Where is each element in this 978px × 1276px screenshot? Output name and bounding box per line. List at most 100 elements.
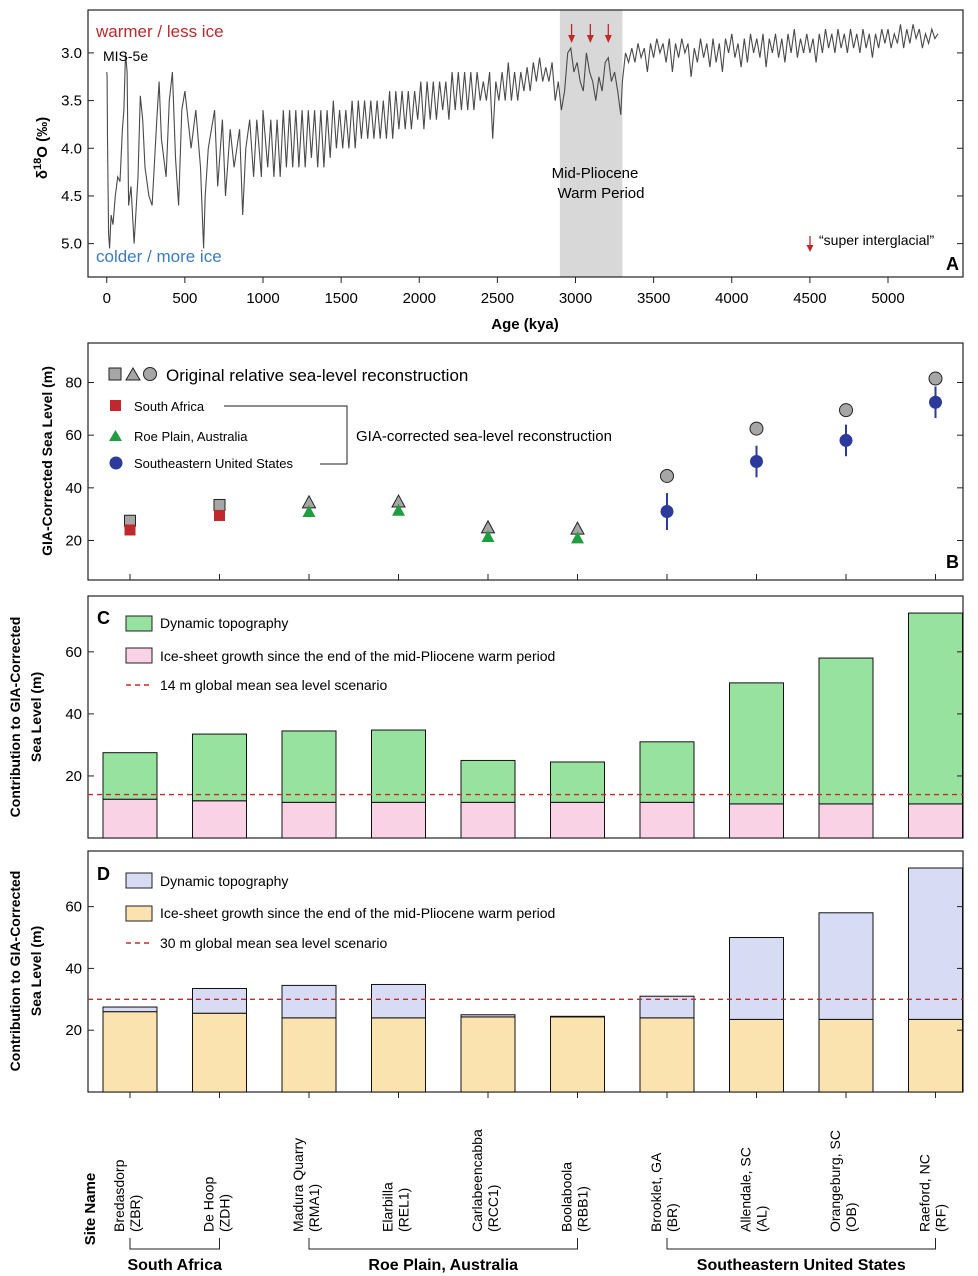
x-tick-label-3000: 3000 — [559, 290, 592, 307]
panel-c-legend-pink-swatch — [125, 647, 153, 664]
c-bar-ice-3 — [371, 801, 426, 839]
legend-south-africa: South Africa — [134, 399, 205, 414]
d-bar-ice-0 — [102, 1011, 158, 1093]
original-point-7 — [749, 421, 764, 436]
d-bar-ice-7 — [729, 1018, 784, 1093]
legend-gray-square-icon — [108, 367, 122, 381]
corrected-point-2 — [302, 505, 316, 518]
site-name-1: De Hoop(ZDH) — [201, 1177, 233, 1232]
b-y-tick-label-80: 80 — [65, 375, 82, 392]
panel-b-y-axis-label: GIA-Corrected Sea Level (m) — [39, 366, 55, 556]
y-tick-label-5.0: 5.0 — [61, 236, 82, 253]
super-interglacial-legend: “super interglacial” — [806, 232, 934, 252]
arrow-head-icon-0 — [568, 35, 576, 43]
legend-arrow-head-icon — [806, 245, 814, 252]
site-name-3: Elarbilla(REL1) — [380, 1182, 412, 1232]
c-bar-dynamic-5 — [550, 761, 605, 803]
arrow-head-icon-2 — [604, 35, 612, 43]
d-bar-ice-8 — [818, 1018, 874, 1093]
panel-d-x-ticks — [129, 1092, 936, 1098]
d-bar-ice-1 — [192, 1012, 247, 1093]
group-bracket-0 — [129, 1238, 220, 1250]
d-bar-ice-3 — [371, 1017, 426, 1093]
b-y-tick-label-20: 20 — [65, 533, 82, 550]
panel-c-legend-ice: Ice-sheet growth since the end of the mi… — [160, 648, 555, 664]
warmer-less-ice-label: warmer / less ice — [95, 22, 224, 41]
original-point-9 — [928, 371, 943, 386]
site-code-6: (BR) — [664, 1203, 680, 1232]
c-bar-dynamic-3 — [371, 729, 426, 803]
x-tick-label-4000: 4000 — [715, 290, 748, 307]
corrected-point-8 — [839, 433, 853, 447]
site-name-7: Allendale, SC(AL) — [738, 1147, 770, 1232]
c-bar-ice-9 — [908, 803, 963, 839]
panel-a-y-ticks: 3.0 3.5 4.0 4.5 5.0 — [61, 45, 963, 253]
delta18o-series-line — [106, 24, 939, 249]
d-bar-dynamic-4 — [460, 1014, 516, 1018]
c-y-tick-label-40: 40 — [65, 706, 82, 723]
y-tick-label-3.5: 3.5 — [61, 93, 82, 110]
d-bar-dynamic-3 — [371, 983, 426, 1019]
site-code-0: (ZBR) — [127, 1195, 143, 1232]
legend-southeastern-us: Southeastern United States — [134, 456, 293, 471]
panel-d-bars — [102, 867, 963, 1093]
group-label-2: Southeastern United States — [697, 1257, 906, 1274]
x-tick-label-5000: 5000 — [871, 290, 904, 307]
c-bar-ice-4 — [460, 801, 516, 839]
x-tick-label-2000: 2000 — [403, 290, 436, 307]
panel-a-frame — [87, 9, 964, 278]
colder-more-ice-label: colder / more ice — [96, 247, 222, 266]
panel-d-y-axis-label-1: Contribution to GIA-Corrected — [7, 871, 23, 1072]
mis-5e-label: MIS-5e — [103, 48, 148, 64]
c-bar-ice-6 — [639, 801, 695, 839]
site-name-0: Bredasdorp(ZBR) — [111, 1159, 143, 1232]
panel-a-letter: A — [946, 254, 959, 274]
c-bar-ice-1 — [192, 800, 247, 839]
d-bar-dynamic-0 — [102, 1006, 158, 1013]
site-code-5: (RBB1) — [575, 1186, 591, 1232]
panel-a-x-ticks: 0 500 1000 1500 2000 2500 3000 3500 4000 4500 5000 — [103, 277, 905, 307]
panel-c-legend-green-swatch — [125, 615, 153, 632]
panel-d-y-axis-label-2: Sea Level (m) — [28, 926, 44, 1016]
d-y-tick-label-40: 40 — [65, 960, 82, 977]
c-y-tick-label-60: 60 — [65, 644, 82, 661]
panel-d-letter: D — [97, 864, 110, 884]
panel-d-y-ticks: 20 40 60 — [65, 899, 963, 1039]
panel-b-sea-level-scatter: 20 40 60 80 GIA-Corrected Sea Level (m) Ori… — [39, 342, 964, 581]
site-code-7: (AL) — [754, 1206, 770, 1232]
site-label-6: Brooklet, GA — [648, 1152, 664, 1232]
b-y-tick-label-40: 40 — [65, 480, 82, 497]
c-y-tick-label-20: 20 — [65, 768, 82, 785]
c-bar-dynamic-8 — [818, 657, 874, 805]
panel-c-bars — [102, 612, 963, 839]
c-bar-ice-0 — [102, 798, 158, 839]
panel-c-y-axis-label-2: Sea Level (m) — [28, 672, 44, 762]
corrected-point-4 — [481, 530, 495, 543]
site-code-4: (RCC1) — [485, 1185, 501, 1232]
site-code-9: (RF) — [933, 1204, 949, 1232]
site-code-3: (REL1) — [396, 1188, 412, 1232]
legend-roe-plain: Roe Plain, Australia — [134, 429, 248, 444]
group-label-0: South Africa — [127, 1257, 222, 1274]
site-name-6: Brooklet, GA(BR) — [648, 1152, 680, 1232]
c-bar-ice-8 — [818, 803, 874, 839]
site-label-4: Carlabeencabba — [469, 1129, 485, 1232]
d-bar-dynamic-2 — [281, 984, 337, 1019]
site-label-3: Elarbilla — [380, 1182, 396, 1232]
x-tick-label-2500: 2500 — [481, 290, 514, 307]
c-bar-ice-5 — [550, 801, 605, 839]
panel-b-y-ticks: 20 40 60 80 — [65, 375, 963, 550]
legend-green-triangle-icon — [109, 430, 122, 441]
site-label-8: Orangeburg, SC — [827, 1130, 843, 1232]
panel-b-frame — [87, 342, 964, 581]
x-tick-label-500: 500 — [172, 290, 197, 307]
d-bar-ice-4 — [460, 1016, 516, 1093]
y-tick-label-3.0: 3.0 — [61, 45, 82, 62]
site-label-0: Bredasdorp — [111, 1159, 127, 1232]
shade-label-line-2: Warm Period — [558, 185, 645, 202]
site-label-1: De Hoop — [201, 1177, 217, 1232]
y-tick-label-4.5: 4.5 — [61, 188, 82, 205]
panel-c-y-ticks: 20 40 60 — [65, 644, 963, 785]
shade-label-line-1: Mid-Pliocene — [552, 165, 639, 182]
